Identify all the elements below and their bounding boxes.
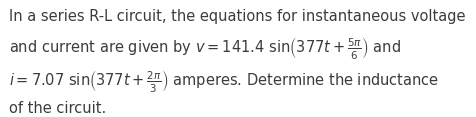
Text: and current are given by $v = 141.4\ \sin\!\left(377t + \frac{5\pi}{6}\right)$ a: and current are given by $v = 141.4\ \si… [9, 36, 400, 62]
Text: In a series R-L circuit, the equations for instantaneous voltage: In a series R-L circuit, the equations f… [9, 9, 464, 24]
Text: $i = 7.07\ \sin\!\left(377t + \frac{2\pi}{3}\right)$ amperes. Determine the indu: $i = 7.07\ \sin\!\left(377t + \frac{2\pi… [9, 69, 438, 95]
Text: of the circuit.: of the circuit. [9, 101, 106, 117]
